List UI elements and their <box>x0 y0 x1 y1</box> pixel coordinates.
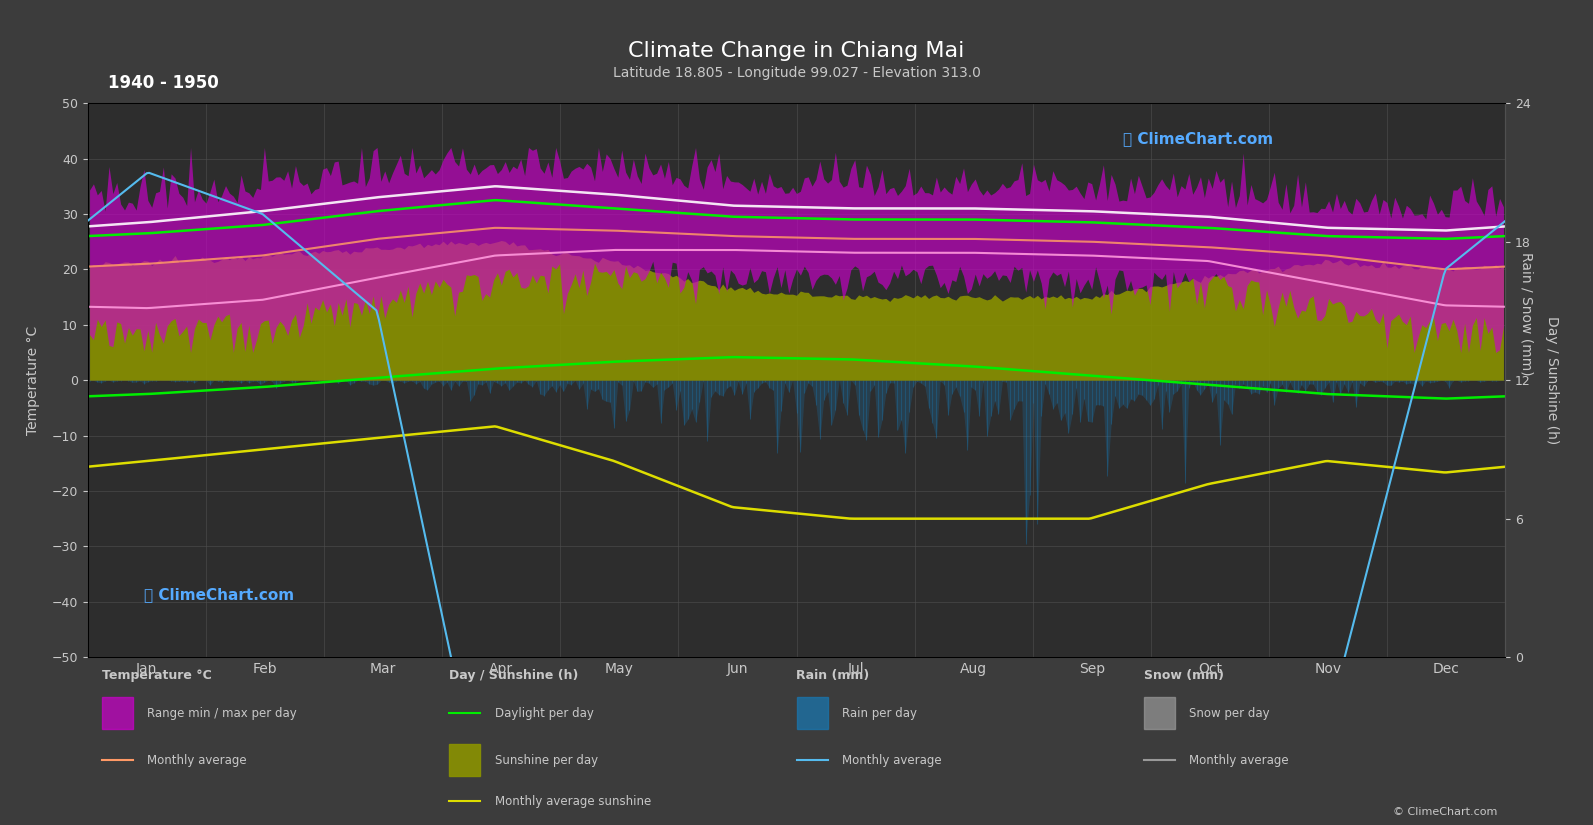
Text: Monthly average: Monthly average <box>147 754 247 766</box>
Bar <box>102 697 132 729</box>
Bar <box>1144 697 1176 729</box>
Text: Rain (mm): Rain (mm) <box>796 669 870 682</box>
Text: Temperature °C: Temperature °C <box>102 669 212 682</box>
Text: Latitude 18.805 - Longitude 99.027 - Elevation 313.0: Latitude 18.805 - Longitude 99.027 - Ele… <box>613 66 980 79</box>
Bar <box>449 744 481 776</box>
Y-axis label: Day / Sunshine (h): Day / Sunshine (h) <box>1545 316 1560 445</box>
Text: 🌍 ClimeChart.com: 🌍 ClimeChart.com <box>1123 131 1273 146</box>
Text: Monthly average sunshine: Monthly average sunshine <box>494 795 652 808</box>
Text: Climate Change in Chiang Mai: Climate Change in Chiang Mai <box>628 41 965 61</box>
Text: Monthly average: Monthly average <box>841 754 941 766</box>
Text: Sunshine per day: Sunshine per day <box>494 754 597 766</box>
Text: 🌍 ClimeChart.com: 🌍 ClimeChart.com <box>145 587 295 601</box>
Text: © ClimeChart.com: © ClimeChart.com <box>1392 807 1497 817</box>
Text: Snow per day: Snow per day <box>1190 707 1270 719</box>
Text: Rain per day: Rain per day <box>841 707 918 719</box>
Text: Snow (mm): Snow (mm) <box>1144 669 1223 682</box>
Bar <box>796 697 828 729</box>
Y-axis label: Temperature °C: Temperature °C <box>25 326 40 435</box>
Text: Rain / Snow (mm): Rain / Snow (mm) <box>1520 252 1532 375</box>
Text: Monthly average: Monthly average <box>1190 754 1289 766</box>
Text: Range min / max per day: Range min / max per day <box>147 707 296 719</box>
Text: Daylight per day: Daylight per day <box>494 707 593 719</box>
Text: 1940 - 1950: 1940 - 1950 <box>108 73 220 92</box>
Text: Day / Sunshine (h): Day / Sunshine (h) <box>449 669 578 682</box>
